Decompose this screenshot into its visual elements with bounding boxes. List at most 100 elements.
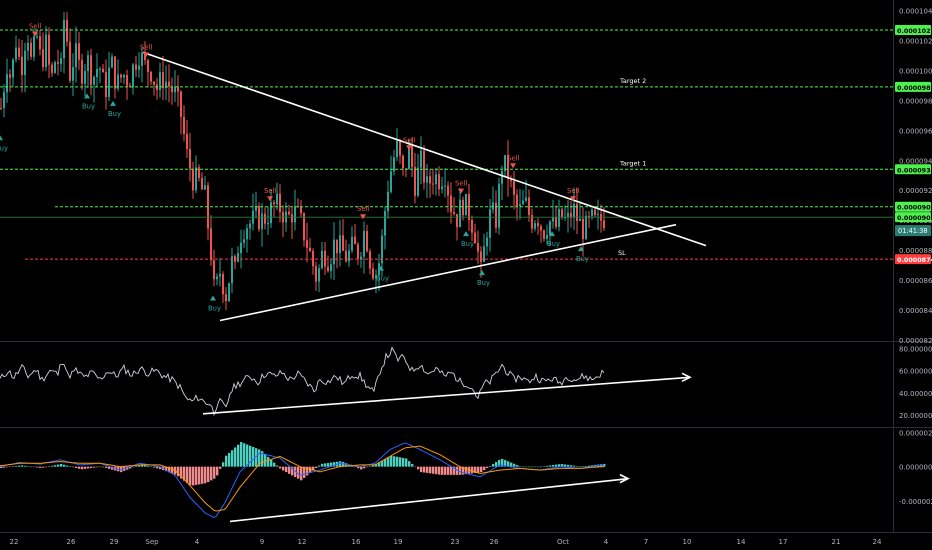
candle-body — [165, 81, 167, 89]
candle-body — [522, 200, 524, 205]
level-price-badge — [895, 81, 931, 92]
macd-histogram-bar — [558, 464, 561, 467]
macd-histogram-bar — [261, 451, 264, 467]
macd-histogram-bar — [105, 466, 108, 469]
candle-body — [420, 150, 422, 168]
candle-body — [573, 203, 575, 218]
macd-histogram-bar — [495, 461, 498, 467]
sell-arrow-icon — [510, 163, 516, 169]
macd-histogram-bar — [399, 457, 402, 467]
macd-histogram-bar — [357, 466, 360, 469]
macd-histogram-bar — [78, 466, 81, 469]
macd-histogram-bar — [528, 466, 531, 468]
candle-body — [597, 214, 599, 216]
rsi-pane[interactable] — [0, 346, 692, 416]
candle-body — [75, 43, 77, 68]
candle-body — [120, 74, 122, 78]
macd-histogram-bar — [534, 466, 537, 468]
macd-histogram-bar — [258, 449, 261, 467]
macd-histogram-bar — [165, 466, 168, 472]
candle-body — [195, 167, 197, 191]
macd-histogram-bar — [492, 463, 495, 467]
rsi-y-tick-label: 80.0000000 — [899, 346, 932, 354]
candle-body — [492, 202, 494, 210]
candle-body — [354, 236, 356, 245]
buy-signal-label: Buy — [376, 275, 389, 283]
arrowhead-icon — [681, 372, 692, 383]
candle-body — [468, 194, 470, 221]
candle-body — [330, 264, 332, 272]
trendline — [142, 51, 707, 247]
buy-signal-label: Buy — [547, 240, 560, 248]
candle-body — [438, 174, 440, 190]
candle-body — [510, 178, 512, 182]
macd-histogram-bar — [312, 466, 315, 471]
macd-histogram-bar — [477, 466, 480, 473]
macd-histogram-bar — [390, 455, 393, 467]
macd-histogram-bar — [198, 466, 201, 485]
macd-histogram-bar — [177, 466, 180, 477]
sell-signal-label: Sell — [264, 187, 276, 195]
macd-histogram-bar — [519, 466, 522, 467]
candle-body — [183, 116, 185, 135]
macd-histogram-bar — [327, 462, 330, 467]
candle-body — [528, 197, 530, 216]
candle-body — [219, 274, 221, 277]
candle-body — [198, 167, 200, 178]
candle-body — [549, 221, 551, 236]
macd-histogram-bar — [219, 466, 222, 469]
candle-body — [144, 52, 146, 61]
x-tick-label: 23 — [451, 538, 460, 546]
price-pane[interactable]: Target 2 Target 1 SL Sell Sell Buy Buy Buy Sell S… — [0, 12, 893, 322]
macd-histogram-bar — [99, 466, 102, 468]
macd-histogram-bar — [393, 456, 396, 467]
macd-histogram-bar — [18, 465, 21, 467]
candle-body — [576, 203, 578, 221]
arrowhead-icon — [619, 473, 630, 484]
macd-histogram-bar — [288, 466, 291, 474]
macd-histogram-bar — [420, 466, 423, 473]
candle-body — [30, 42, 32, 57]
macd-histogram-bar — [150, 466, 153, 468]
macd-pane[interactable] — [0, 442, 630, 523]
candle-body — [3, 92, 5, 109]
macd-histogram-bar — [444, 466, 447, 475]
macd-histogram-bar — [603, 463, 606, 467]
trendline — [219, 223, 677, 322]
candle-body — [126, 74, 128, 86]
candle-body — [270, 202, 272, 224]
macd-histogram-bar — [549, 465, 552, 467]
candle-body — [255, 206, 257, 211]
sell-signal-label: Sell — [357, 205, 369, 213]
level-price-label: 0.0000934 — [897, 166, 932, 174]
macd-histogram-bar — [30, 466, 33, 468]
macd-histogram-bar — [453, 466, 456, 475]
macd-histogram-bar — [375, 463, 378, 467]
candle-body — [555, 216, 557, 227]
macd-histogram-bar — [225, 455, 228, 467]
sell-signal-label: Sell — [567, 187, 579, 195]
macd-histogram-bar — [135, 465, 138, 467]
candle-body — [465, 194, 467, 216]
candle-body — [444, 185, 446, 187]
buy-arrow-icon — [378, 265, 384, 271]
macd-histogram-bar — [360, 466, 363, 470]
macd-histogram-bar — [231, 450, 234, 467]
candle-body — [513, 181, 515, 195]
macd-histogram-bar — [471, 466, 474, 474]
x-tick-label: 9 — [260, 538, 264, 546]
macd-histogram-bar — [237, 444, 240, 467]
macd-histogram-bar — [372, 465, 375, 467]
candle-body — [390, 171, 392, 192]
candle-body — [27, 42, 29, 51]
macd-histogram-bar — [189, 466, 192, 486]
level-price-badge — [895, 164, 931, 175]
candle-body — [204, 185, 206, 190]
candle-body — [48, 34, 50, 65]
macd-histogram-bar — [129, 466, 132, 469]
macd-histogram-bar — [201, 466, 204, 484]
candle-body — [60, 58, 62, 64]
